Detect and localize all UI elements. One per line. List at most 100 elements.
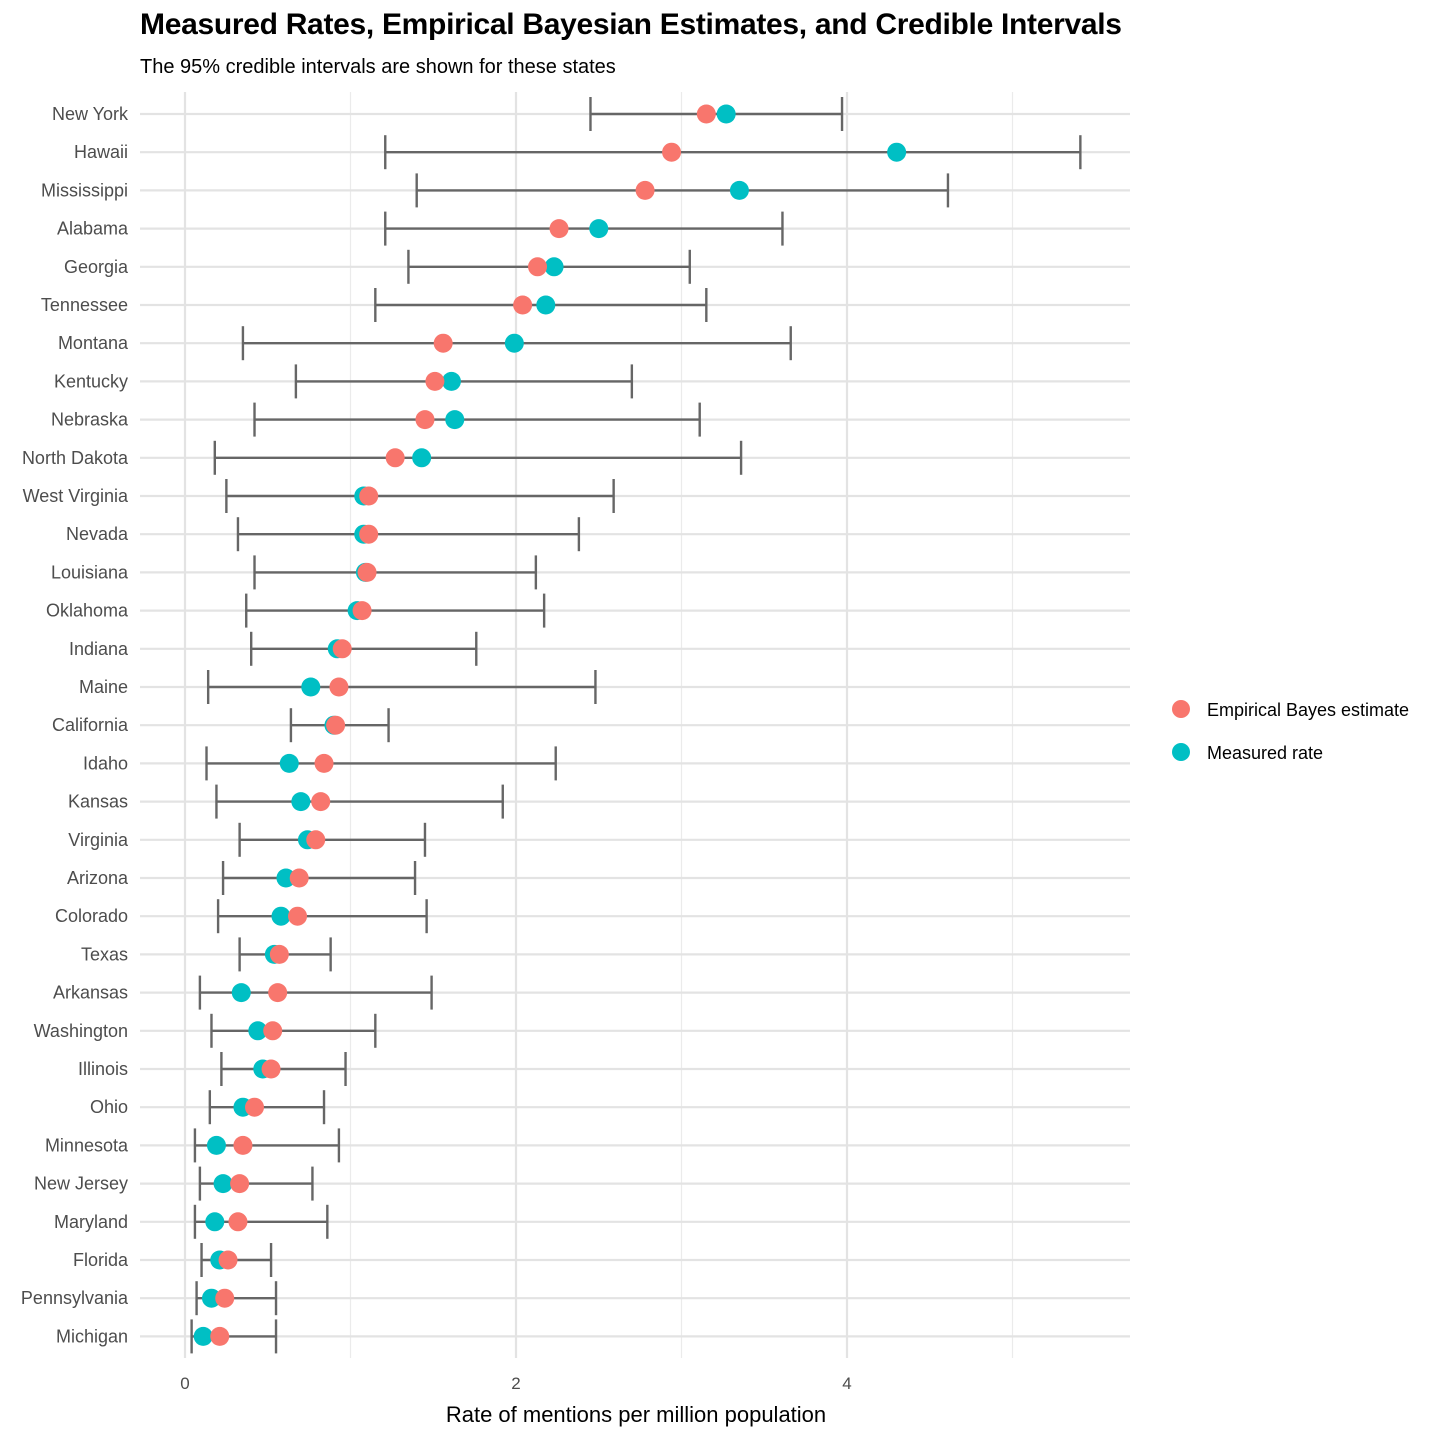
state-label: Illinois	[78, 1059, 128, 1079]
state-label: Montana	[58, 333, 129, 353]
measured-rate-point	[201, 1288, 221, 1308]
credible-interval	[221, 861, 417, 895]
state-label: Indiana	[69, 639, 129, 659]
credible-interval	[249, 631, 478, 666]
state-label: Georgia	[64, 257, 129, 277]
measured-rate-point	[445, 410, 465, 430]
state-label: Florida	[73, 1250, 129, 1270]
measured-rate-point	[301, 677, 321, 697]
estimate-point	[245, 1097, 265, 1117]
x-tick-label: 0	[180, 1374, 189, 1393]
estimate-point	[415, 410, 435, 430]
credible-interval	[238, 822, 427, 857]
state-label: New York	[52, 104, 129, 124]
credible-interval	[415, 173, 950, 208]
credible-interval	[384, 135, 1082, 170]
estimate-point	[215, 1288, 235, 1308]
state-label: Arizona	[67, 868, 129, 888]
estimate-point	[306, 830, 326, 850]
measured-rate-point	[412, 448, 432, 468]
state-label: Ohio	[90, 1097, 128, 1117]
measured-rate-point	[206, 1135, 226, 1155]
measured-rate-point	[504, 333, 524, 353]
state-label: Virginia	[68, 830, 129, 850]
chart-subtitle: The 95% credible intervals are shown for…	[140, 56, 616, 78]
measured-rate-point	[729, 180, 749, 200]
credible-interval	[236, 517, 581, 552]
estimate-point	[385, 448, 405, 468]
credible-interval	[215, 784, 504, 819]
estimate-point	[228, 1212, 248, 1232]
state-label: West Virginia	[23, 486, 129, 506]
credible-interval	[206, 670, 597, 704]
state-label: Oklahoma	[46, 601, 129, 621]
estimate-point	[263, 1021, 283, 1041]
state-label: Washington	[34, 1021, 128, 1041]
credible-interval	[220, 1052, 347, 1086]
measured-rate-point	[193, 1326, 213, 1346]
measured-rate-point	[276, 868, 296, 888]
credible-interval	[210, 1013, 377, 1048]
legend-label-measured: Measured rate	[1207, 743, 1323, 763]
estimate-point	[230, 1174, 250, 1194]
state-label: Pennsylvania	[21, 1288, 129, 1308]
state-label: Kentucky	[54, 371, 128, 391]
measured-rate-point	[205, 1212, 225, 1232]
label-layer: New York Hawaii Mississippi Alabama Georgia T…	[21, 104, 852, 1393]
credible-interval	[253, 402, 701, 437]
credible-interval	[216, 899, 428, 934]
legend-swatch-measured	[1172, 743, 1190, 761]
state-label: Michigan	[56, 1326, 128, 1346]
estimate-point	[513, 295, 533, 315]
estimate-point	[359, 524, 379, 544]
state-label: Hawaii	[74, 142, 128, 162]
measured-rate-point	[213, 1174, 233, 1194]
state-label: New Jersey	[34, 1174, 128, 1194]
state-label: Arkansas	[53, 983, 128, 1003]
credible-interval	[253, 555, 538, 590]
estimate-point	[528, 257, 548, 277]
estimate-point	[359, 486, 379, 506]
estimate-point	[329, 677, 349, 697]
x-tick-label: 2	[511, 1374, 520, 1393]
measured-rate-point	[589, 219, 609, 239]
state-label: Mississippi	[41, 180, 128, 200]
credible-interval	[208, 1090, 326, 1125]
chart-title: Measured Rates, Empirical Bayesian Estim…	[140, 8, 1122, 41]
estimate-point	[425, 371, 445, 391]
estimate-point	[696, 104, 716, 124]
measured-rate-point	[231, 983, 251, 1003]
measured-rate-point	[279, 753, 299, 773]
credible-interval	[245, 593, 546, 628]
legend-label-estimate: Empirical Bayes estimate	[1207, 700, 1409, 720]
estimate-point	[288, 906, 308, 926]
state-label: Maine	[79, 677, 128, 697]
grid-layer	[140, 92, 1130, 1358]
estimate-point	[662, 142, 682, 162]
state-label: Texas	[81, 944, 128, 964]
x-axis-title: Rate of mentions per million population	[446, 1402, 826, 1427]
credible-interval	[225, 479, 615, 513]
state-label: Maryland	[54, 1212, 128, 1232]
estimate-point	[314, 753, 334, 773]
credible-interval	[589, 97, 844, 131]
estimate-point	[289, 868, 309, 888]
state-label: Idaho	[83, 753, 128, 773]
measured-rate-point	[544, 257, 564, 277]
credible-interval	[384, 211, 784, 246]
measured-rate-point	[887, 142, 907, 162]
measured-rate-point	[291, 792, 311, 812]
estimate-point	[357, 562, 377, 582]
state-label: Tennessee	[41, 295, 128, 315]
x-tick-label: 4	[842, 1374, 851, 1393]
measured-rate-point	[441, 371, 461, 391]
state-label: Nevada	[66, 524, 129, 544]
state-label: Colorado	[55, 906, 128, 926]
credible-interval	[213, 440, 743, 475]
estimate-point	[269, 944, 289, 964]
measured-rate-point	[716, 104, 736, 124]
credible-interval	[205, 746, 557, 781]
state-label: Nebraska	[51, 410, 129, 430]
estimate-point	[233, 1135, 253, 1155]
legend: Empirical Bayes estimate Measured rate	[1172, 700, 1409, 763]
